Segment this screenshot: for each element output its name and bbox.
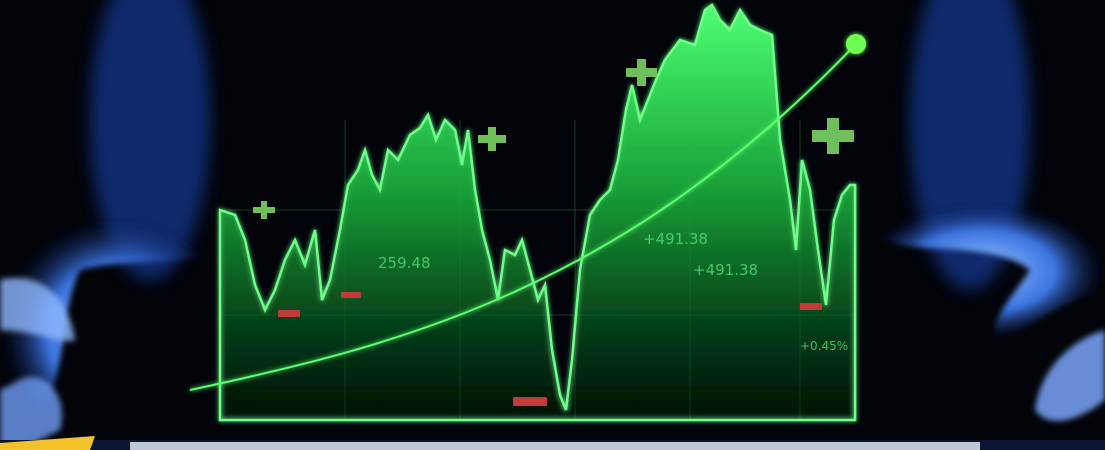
overlay-label: +491.38: [643, 230, 708, 248]
corner-accent: [0, 436, 95, 450]
minus-icons: [278, 292, 822, 406]
plus-icons: [253, 59, 854, 219]
right-hand: [859, 202, 1105, 421]
area-chart: [218, 3, 857, 422]
overlay-label: +0.45%: [800, 339, 848, 353]
overlay-label: +491.38: [693, 261, 758, 279]
trend-curve: [189, 44, 856, 391]
left-hand: [0, 215, 239, 450]
overlay-label: 259.48: [378, 254, 431, 272]
trend-dot: [846, 34, 866, 54]
device-edge: [130, 442, 980, 450]
backlight: [90, 0, 210, 280]
